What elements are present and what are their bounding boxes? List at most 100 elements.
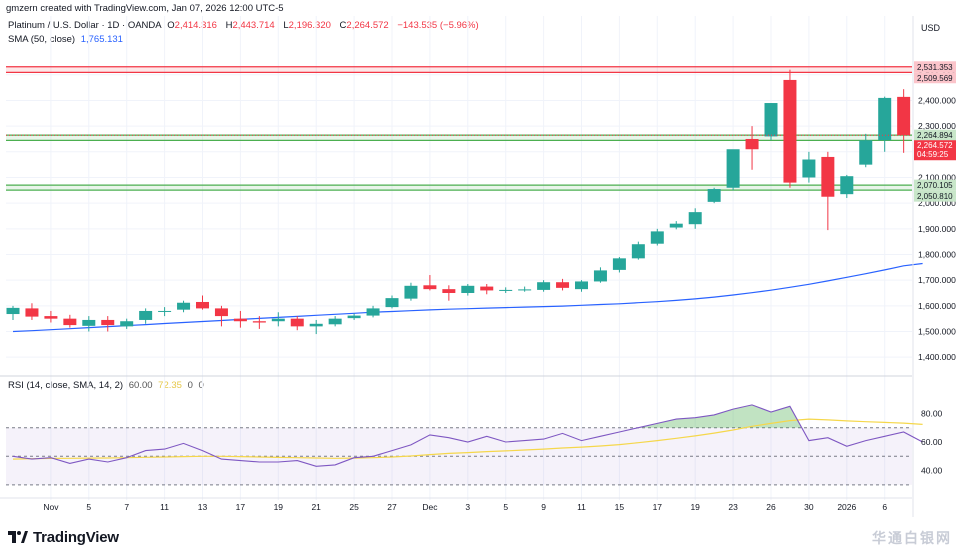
candle <box>878 96 892 152</box>
candle-body <box>537 282 551 290</box>
time-tick-label: 5 <box>86 502 91 512</box>
level-badge: 2,264.894 <box>914 129 956 141</box>
time-tick-label: 26 <box>766 502 776 512</box>
rsi-pane: 40.00 60.00 80.00 <box>6 404 943 486</box>
sma-value: 1,765.131 <box>80 34 123 45</box>
candle-body <box>442 289 456 293</box>
time-tick-label: 11 <box>160 502 169 512</box>
candle-body <box>347 315 361 319</box>
close-label: C <box>339 20 347 31</box>
time-tick-label: 7 <box>124 502 129 512</box>
candle-body <box>196 301 209 309</box>
low-value: 2,196.320 <box>288 20 331 31</box>
candle-body <box>309 323 323 327</box>
candle <box>177 300 191 313</box>
legend-rsi: RSI (14, close, SMA, 14, 2) 60.00 72.35 … <box>8 380 204 391</box>
candle <box>423 275 437 291</box>
time-tick-label: 17 <box>653 502 663 512</box>
rsi-extra-1: 0 <box>187 380 193 391</box>
sma-line <box>12 262 923 333</box>
candle-body <box>328 318 342 325</box>
time-tick-label: 17 <box>236 502 246 512</box>
sma-label[interactable]: SMA (50, close) <box>8 34 76 45</box>
candle <box>6 305 20 320</box>
candle-body <box>120 321 134 327</box>
rsi-line <box>12 404 923 467</box>
candle-body <box>593 270 607 282</box>
level-badge-label: 2,050.810 <box>917 192 953 201</box>
candle-body <box>82 319 96 326</box>
candle-body <box>177 302 191 310</box>
price-tick-label: 1,900.000 <box>918 224 956 234</box>
candle-body <box>821 156 835 197</box>
candle <box>233 310 247 328</box>
candle <box>783 69 797 188</box>
high-label: H <box>225 20 233 31</box>
candle-body <box>252 321 266 323</box>
candle <box>271 312 285 327</box>
level-badge-label: 2,509.569 <box>917 74 953 83</box>
rsi-extra-2: 0 <box>198 380 204 391</box>
candle <box>442 285 456 301</box>
tradingview-brand: TradingView <box>33 528 119 546</box>
candle-body <box>726 149 740 188</box>
time-tick-label: Nov <box>43 502 59 512</box>
time-tick-label: 2026 <box>837 502 856 512</box>
candle <box>688 208 702 229</box>
candle-body <box>897 96 911 136</box>
price-tick-label: 1,800.000 <box>918 249 956 259</box>
price-tick-label: 1,500.000 <box>918 326 956 336</box>
candle-body <box>139 310 153 320</box>
level-zone <box>6 66 912 73</box>
candle-body <box>688 212 702 225</box>
candle <box>139 308 153 324</box>
candle-body <box>669 223 683 228</box>
rsi-value: 60.00 <box>128 380 153 391</box>
candle <box>650 228 664 246</box>
candle <box>726 149 740 191</box>
candle <box>404 282 418 301</box>
level-badge-label: 2,070.105 <box>917 181 953 190</box>
candle <box>120 318 134 329</box>
rsi-tick-label: 80.00 <box>921 408 943 418</box>
candle-body <box>745 138 759 150</box>
price-levels <box>6 66 912 191</box>
candle-body <box>44 316 58 319</box>
level-zone <box>6 135 912 141</box>
level-badge-bg <box>914 129 956 141</box>
time-tick-label: Dec <box>422 502 438 512</box>
candle <box>82 316 96 332</box>
candle <box>252 316 266 329</box>
price-tick-label: 1,400.000 <box>918 352 956 362</box>
legend-main: Platinum / U.S. Dollar · 1D · OANDA O2,4… <box>8 20 479 31</box>
time-axis: Nov 5 7 11 13 17 19 21 25 27 Dec 3 5 9 11 15 17 19 23 26 30 2… <box>0 497 912 512</box>
time-tick-label: 11 <box>577 502 586 512</box>
candle <box>821 151 835 231</box>
candle <box>214 305 228 327</box>
symbol-title[interactable]: Platinum / U.S. Dollar · 1D · OANDA <box>8 20 162 31</box>
candle-body <box>499 289 513 291</box>
time-tick-label: 19 <box>274 502 284 512</box>
candle <box>537 280 551 292</box>
level-badge: 2,070.105 <box>914 179 956 191</box>
currency-label: USD <box>921 23 941 33</box>
candle-body <box>840 176 854 195</box>
last-price-bg <box>914 140 956 161</box>
rsi-label[interactable]: RSI (14, close, SMA, 14, 2) <box>8 380 124 391</box>
rsi-tick-label: 60.00 <box>921 437 943 447</box>
candle-body <box>631 244 645 259</box>
candle-body <box>214 308 228 317</box>
candle-body <box>233 318 247 322</box>
candle-body <box>366 308 380 316</box>
level-badges: 2,531.3532,509.5692,264.8942,244.5042,07… <box>914 61 956 202</box>
close-value: 2,264.572 <box>346 20 389 31</box>
candle <box>764 103 778 141</box>
candle <box>612 257 626 273</box>
tradingview-logo[interactable]: TradingView <box>8 529 119 546</box>
candle <box>518 286 532 292</box>
high-value: 2,443.714 <box>232 20 275 31</box>
level-badge-bg <box>914 72 956 84</box>
footer: TradingView <box>8 526 119 548</box>
